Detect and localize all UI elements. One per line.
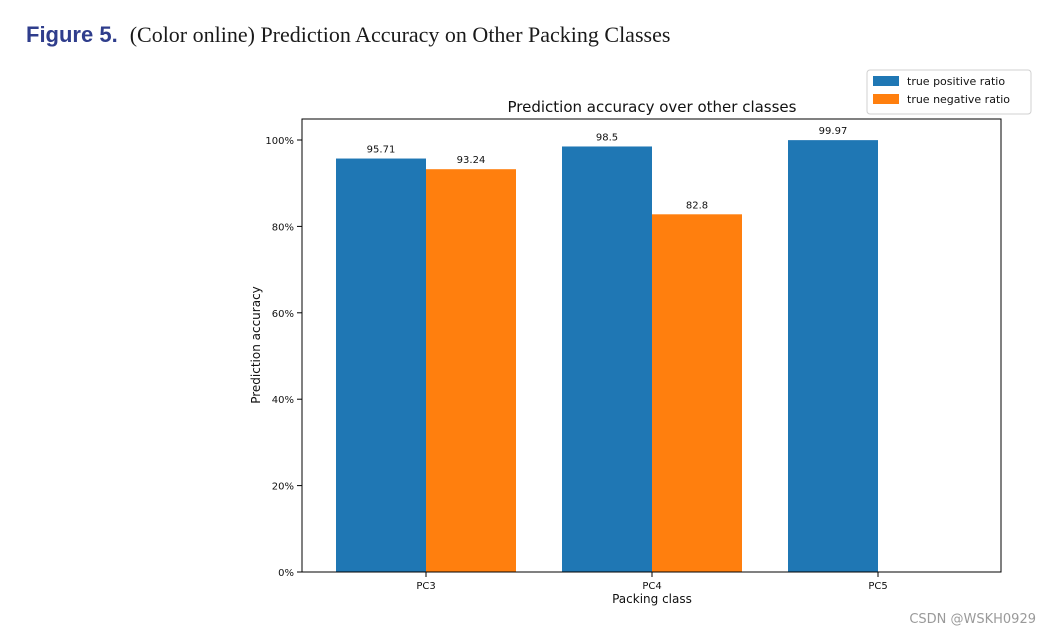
x-axis-ticks: PC3 PC4 PC5 (416, 572, 888, 592)
bar-pc3-series-2 (426, 169, 516, 573)
bar-pc5-series-1 (788, 140, 878, 573)
bar-value-label: 93.24 (457, 155, 486, 166)
legend-swatch (873, 94, 899, 104)
y-tick-label: 0% (278, 568, 294, 579)
x-tick-label: PC5 (868, 581, 887, 592)
legend-swatch (873, 76, 899, 86)
bar-value-label: 99.97 (819, 126, 848, 137)
chart-title: Prediction accuracy over other classes (508, 98, 797, 116)
bar-pc3-series-1 (336, 158, 426, 572)
legend-label: true negative ratio (907, 93, 1010, 106)
y-tick-label: 20% (272, 482, 294, 493)
watermark: CSDN @WSKH0929 (909, 612, 1036, 627)
y-tick-label: 60% (272, 309, 294, 320)
bar-value-label: 95.71 (367, 145, 396, 156)
y-tick-label: 80% (272, 222, 294, 233)
y-axis-label: Prediction accuracy (249, 286, 263, 404)
x-axis-label: Packing class (612, 592, 692, 606)
legend-label: true positive ratio (907, 75, 1005, 88)
figure-label: Figure 5. (26, 22, 118, 47)
y-axis-ticks: 0% 20% 40% 60% 80% 100% (265, 136, 302, 579)
bar-pc4-series-1 (562, 146, 652, 573)
bar-pc4-series-2 (652, 214, 742, 572)
bars (336, 140, 878, 573)
bar-value-label: 82.8 (686, 200, 708, 211)
legend: true positive ratio true negative ratio (866, 69, 1032, 115)
bar-value-labels: 95.71 93.24 98.5 82.8 99.97 (367, 126, 848, 211)
x-tick-label: PC3 (416, 581, 435, 592)
figure-caption-text: (Color online) Prediction Accuracy on Ot… (129, 22, 671, 47)
y-tick-label: 100% (265, 136, 294, 147)
y-tick-label: 40% (272, 395, 294, 406)
figure-caption: Figure 5. (Color online) Prediction Accu… (26, 20, 670, 52)
legend-box (866, 69, 1032, 115)
plot-frame (301, 118, 1002, 573)
bar-value-label: 98.5 (596, 132, 618, 143)
x-tick-label: PC4 (642, 581, 661, 592)
